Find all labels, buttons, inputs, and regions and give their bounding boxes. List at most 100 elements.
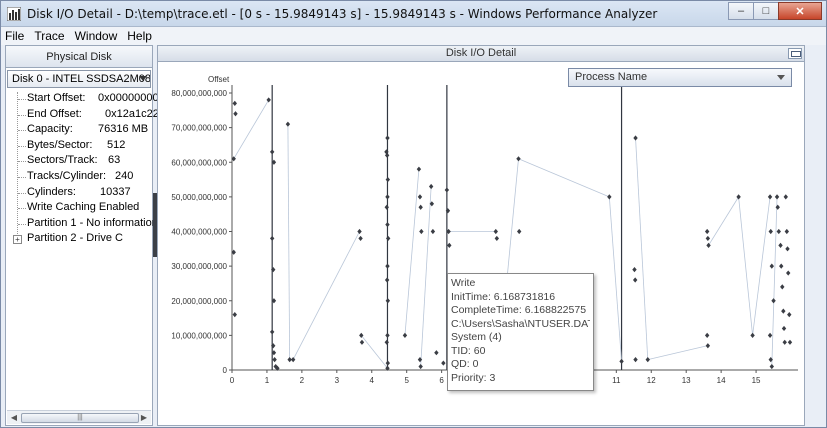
minimize-button[interactable]: – bbox=[728, 2, 754, 20]
io-point bbox=[359, 339, 365, 345]
io-point bbox=[771, 298, 776, 304]
tooltip-line: Priority: 3 bbox=[451, 371, 496, 384]
menu-trace[interactable]: Trace bbox=[34, 29, 65, 43]
window-controls: – □ ✕ bbox=[728, 2, 822, 22]
menu-file[interactable]: File bbox=[5, 29, 25, 43]
expand-icon[interactable]: + bbox=[13, 235, 22, 245]
io-point bbox=[782, 339, 787, 345]
io-point bbox=[493, 228, 498, 235]
graph-header: Disk I/O Detail bbox=[158, 46, 804, 62]
io-point bbox=[516, 228, 522, 235]
tree-item[interactable]: Sectors/Track: 63 bbox=[6, 154, 152, 170]
io-point bbox=[633, 357, 638, 363]
io-point bbox=[418, 204, 423, 210]
process-name-dropdown[interactable]: Process Name bbox=[568, 68, 792, 87]
menu-help[interactable]: Help bbox=[127, 29, 152, 43]
io-point bbox=[418, 363, 423, 370]
io-point bbox=[290, 357, 296, 363]
io-link-line bbox=[738, 196, 753, 336]
io-point bbox=[632, 266, 637, 273]
io-point bbox=[619, 358, 624, 364]
io-point bbox=[269, 235, 275, 242]
scroll-left-icon[interactable]: ◀ bbox=[10, 413, 18, 422]
io-point bbox=[781, 308, 786, 314]
title-bar[interactable]: Disk I/O Detail - D:\temp\trace.etl - [0… bbox=[1, 1, 826, 27]
tree-item[interactable]: Partition 1 - No information bbox=[6, 217, 158, 233]
io-link-line bbox=[608, 196, 622, 362]
io-link-line bbox=[518, 158, 610, 198]
tree-item[interactable]: Cylinders: 10337 bbox=[6, 186, 152, 202]
scroll-right-icon[interactable]: ▶ bbox=[140, 413, 148, 422]
io-point bbox=[385, 176, 391, 183]
io-point bbox=[704, 228, 710, 235]
x-tick-label: 6 bbox=[439, 376, 444, 385]
maximize-graph-icon[interactable] bbox=[788, 48, 802, 59]
io-point bbox=[402, 332, 408, 338]
io-point bbox=[769, 263, 774, 269]
io-point bbox=[428, 183, 434, 190]
io-point bbox=[416, 166, 422, 172]
disk-properties-tree: Start Offset: 0x00000000 End Offset: 0x12a… bbox=[6, 90, 165, 248]
y-tick-label: 50,000,000,000 bbox=[171, 193, 227, 202]
y-tick-label: 60,000,000,000 bbox=[171, 158, 227, 167]
tree-item[interactable]: Write Caching Enabled bbox=[6, 201, 152, 217]
tree-item[interactable]: Start Offset: 0x00000000 bbox=[6, 92, 159, 108]
io-point bbox=[516, 156, 521, 162]
tree-item[interactable]: End Offset: 0x12a1c220 bbox=[6, 108, 165, 124]
io-link-line bbox=[771, 196, 778, 367]
io-point bbox=[385, 194, 390, 200]
io-point bbox=[417, 357, 423, 363]
maximize-button[interactable]: □ bbox=[753, 2, 779, 20]
x-tick-label: 4 bbox=[370, 376, 375, 385]
y-tick-label: 40,000,000,000 bbox=[171, 228, 227, 237]
tree-item[interactable]: Tracks/Cylinder: 240 bbox=[6, 170, 152, 186]
tree-item[interactable]: Bytes/Sector: 512 bbox=[6, 139, 152, 155]
io-point bbox=[285, 121, 291, 127]
io-point bbox=[287, 357, 292, 363]
tree-item[interactable]: Capacity: 76316 MB bbox=[6, 123, 152, 139]
x-tick-label: 14 bbox=[717, 376, 726, 385]
chevron-down-icon bbox=[139, 76, 147, 81]
graph-title: Disk I/O Detail bbox=[445, 47, 517, 59]
io-point bbox=[768, 228, 773, 235]
close-button[interactable]: ✕ bbox=[778, 2, 822, 20]
tooltip-line: TID: 60 bbox=[451, 344, 486, 357]
tooltip-line: C:\Users\Sasha\NTUSER.DAT bbox=[451, 317, 590, 330]
x-tick-label: 13 bbox=[682, 376, 691, 385]
io-point bbox=[385, 135, 390, 141]
io-point bbox=[774, 194, 780, 200]
physical-disk-panel: Physical Disk Disk 0 - INTEL SSDSA2M08 S… bbox=[5, 45, 165, 426]
disk-dropdown[interactable]: Disk 0 - INTEL SSDSA2M08 bbox=[7, 70, 151, 88]
io-point bbox=[767, 332, 773, 338]
scroll-thumb[interactable]: ||| bbox=[21, 413, 139, 423]
io-point bbox=[359, 332, 364, 338]
y-tick-label: 30,000,000,000 bbox=[171, 262, 227, 271]
io-point bbox=[785, 246, 790, 252]
tree-item[interactable]: + Partition 2 - Drive C bbox=[6, 232, 152, 248]
x-tick-label: 15 bbox=[752, 376, 761, 385]
io-point bbox=[767, 194, 773, 200]
io-point bbox=[385, 360, 391, 366]
io-link-line bbox=[233, 99, 270, 159]
physical-disk-header[interactable]: Physical Disk bbox=[6, 46, 152, 68]
io-point bbox=[780, 284, 785, 290]
io-link-line bbox=[752, 196, 771, 336]
io-point bbox=[787, 339, 793, 345]
menu-bar: File Trace Window Help bbox=[1, 27, 826, 45]
x-tick-label: 3 bbox=[335, 376, 340, 385]
io-point bbox=[384, 152, 390, 158]
io-point bbox=[271, 159, 277, 165]
x-tick-label: 2 bbox=[300, 376, 305, 385]
io-point bbox=[736, 194, 741, 200]
horizontal-scrollbar[interactable]: ◀ ||| ▶ bbox=[7, 410, 151, 424]
io-link-line bbox=[647, 345, 708, 361]
io-point bbox=[269, 329, 275, 335]
io-point bbox=[445, 208, 451, 214]
io-point bbox=[705, 235, 711, 242]
io-point bbox=[272, 357, 277, 363]
menu-window[interactable]: Window bbox=[74, 29, 118, 43]
io-point bbox=[430, 228, 436, 235]
panel-splitter[interactable] bbox=[153, 193, 157, 257]
io-point bbox=[232, 312, 237, 318]
